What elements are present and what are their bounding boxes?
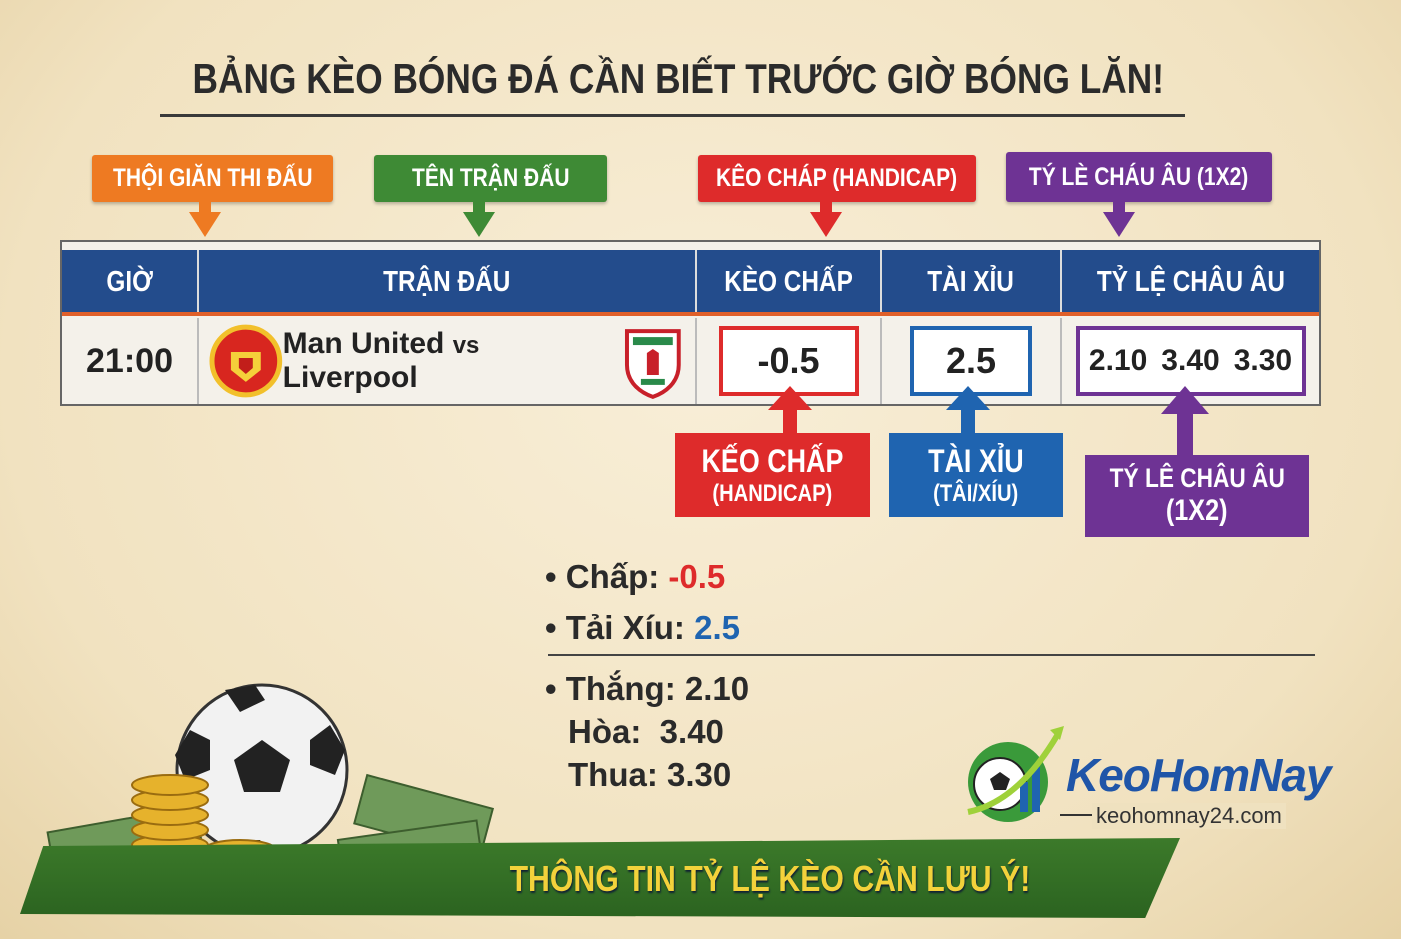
summary-draw: Hòa: 3.40 xyxy=(568,713,724,750)
over-under-value: 2.5 xyxy=(910,326,1032,396)
vs-label: vs xyxy=(452,332,480,359)
over-under-cell: 2.5 xyxy=(882,318,1062,404)
title-divider xyxy=(160,114,1185,117)
arrow-up-icon xyxy=(946,386,990,410)
man-united-crest-icon xyxy=(209,324,283,398)
logo-url: keohomnay24.com xyxy=(1092,803,1286,829)
banner-text: THÔNG TIN TỶ LỆ KÈO CẦN LƯU Ý! xyxy=(509,858,1031,899)
arrow-up-icon xyxy=(768,386,812,410)
page-title: BẢNG KÈO BÓNG ĐÁ CẦN BIẾT TRƯỚC GIỜ BÓNG… xyxy=(192,55,1164,102)
summary-win: • Thắng: 2.10 xyxy=(545,670,750,707)
header-handicap: KÈO CHẤP xyxy=(697,250,882,314)
summary-loss: Thua: 3.30 xyxy=(568,756,732,793)
logo-name: KeoHomNay xyxy=(1066,749,1332,801)
european-odds-cell: 2.10 3.40 3.30 xyxy=(1062,318,1319,404)
keohomnay-logo-icon xyxy=(967,726,1064,822)
header-time: GIỜ xyxy=(62,250,199,314)
arrow-down-icon xyxy=(810,212,842,237)
bottom-banner xyxy=(20,838,1180,918)
header-european-odds: TỶ LỆ CHÂU ÂU xyxy=(1062,250,1319,314)
arrow-down-icon xyxy=(1103,212,1135,237)
match-time: 21:00 xyxy=(62,318,199,404)
odds-draw: 3.40 xyxy=(1161,344,1220,377)
away-team: Liverpool xyxy=(282,361,418,394)
arrow-down-icon xyxy=(463,212,495,237)
home-team: Man United xyxy=(282,327,445,360)
callout-european-odds: TÝ LÊ CHÂU ÂU (1X2) xyxy=(1085,455,1309,537)
label-match-name: TÊN TRẬN ĐẤU xyxy=(374,155,607,202)
callout-handicap: KẾO CHẤP (HANDICAP) xyxy=(675,433,870,517)
summary-over-under: • Tải Xíu: 2.5 xyxy=(545,609,740,646)
liverpool-crest-icon xyxy=(625,329,682,399)
summary-handicap: • Chấp: -0.5 xyxy=(545,558,726,595)
label-handicap: KÊO CHÁP (HANDICAP) xyxy=(698,155,976,202)
odds-away: 3.30 xyxy=(1233,344,1293,377)
odds-table: GIỜ TRẬN ĐẤU KÈO CHẤP TÀI XỈU TỶ LỆ CHÂU… xyxy=(60,240,1321,406)
handicap-cell: -0.5 xyxy=(697,318,882,404)
header-over-under: TÀI XỈU xyxy=(882,250,1062,314)
label-match-time: THỘI GIĂN THI ĐẤU xyxy=(92,155,333,202)
handicap-value: -0.5 xyxy=(718,326,859,396)
summary-divider xyxy=(548,654,1315,656)
match-cell: Man United vs Liverpool xyxy=(199,318,697,404)
odds-home: 2.10 xyxy=(1088,344,1148,377)
label-european-odds: TÝ LÈ CHÁU ÂU (1X2) xyxy=(1006,152,1272,202)
callout-over-under: TÀI XỈU (TÂI/XÍU) xyxy=(889,433,1063,517)
arrow-down-icon xyxy=(189,212,221,237)
header-match: TRẬN ĐẤU xyxy=(199,250,697,314)
arrow-up-icon xyxy=(1161,386,1209,414)
